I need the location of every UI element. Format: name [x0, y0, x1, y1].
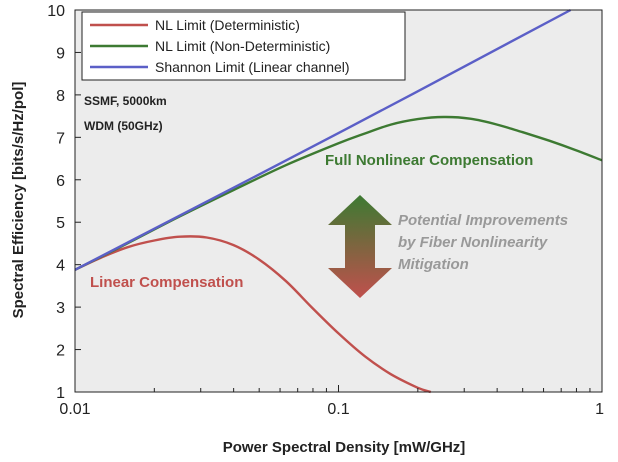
y-tick-label: 7	[56, 130, 65, 147]
y-tick-label: 10	[47, 3, 65, 20]
y-tick-label: 2	[56, 343, 65, 360]
series-line-2	[74, 115, 603, 271]
x-tick-label: 1	[595, 401, 604, 418]
annotation-potential-improvements-2: by Fiber Nonlinearity	[398, 234, 548, 251]
annotation-fiber: SSMF, 5000km	[84, 94, 167, 108]
x-axis-label: Power Spectral Density [mW/GHz]	[223, 439, 466, 456]
y-axis-label: Spectral Efficiency [bits/s/Hz/pol]	[10, 82, 27, 319]
y-tick-label: 1	[56, 385, 65, 402]
y-tick-label: 3	[56, 300, 65, 317]
legend-label-2: NL Limit (Non-Deterministic)	[155, 38, 330, 54]
annotation-full-nonlinear-compensation: Full Nonlinear Compensation	[325, 152, 533, 169]
annotation-potential-improvements-1: Potential Improvements	[398, 212, 568, 229]
legend-label-3: Shannon Limit (Linear channel)	[155, 59, 350, 75]
annotation-linear-compensation: Linear Compensation	[90, 274, 243, 291]
legend: NL Limit (Deterministic) NL Limit (Non-De…	[81, 11, 406, 81]
annotation-potential-improvements-3: Mitigation	[398, 256, 469, 273]
y-tick-label: 6	[56, 173, 65, 190]
annotation-wdm: WDM (50GHz)	[84, 119, 163, 133]
x-tick-label: 0.01	[59, 401, 90, 418]
double-arrow-icon	[328, 195, 392, 298]
y-tick-label: 8	[56, 88, 65, 105]
y-tick-label: 4	[56, 258, 65, 275]
series-line-1	[74, 235, 432, 394]
ticks-layer: 1 2 3 4 5 6 7 8 9 10 0.01 0.1 1	[47, 3, 604, 418]
y-tick-label: 9	[56, 45, 65, 62]
x-tick-label: 0.1	[327, 401, 349, 418]
series-layer	[74, 8, 603, 394]
y-tick-label: 5	[56, 215, 65, 232]
series-line-3	[74, 8, 572, 271]
legend-label-1: NL Limit (Deterministic)	[155, 17, 300, 33]
